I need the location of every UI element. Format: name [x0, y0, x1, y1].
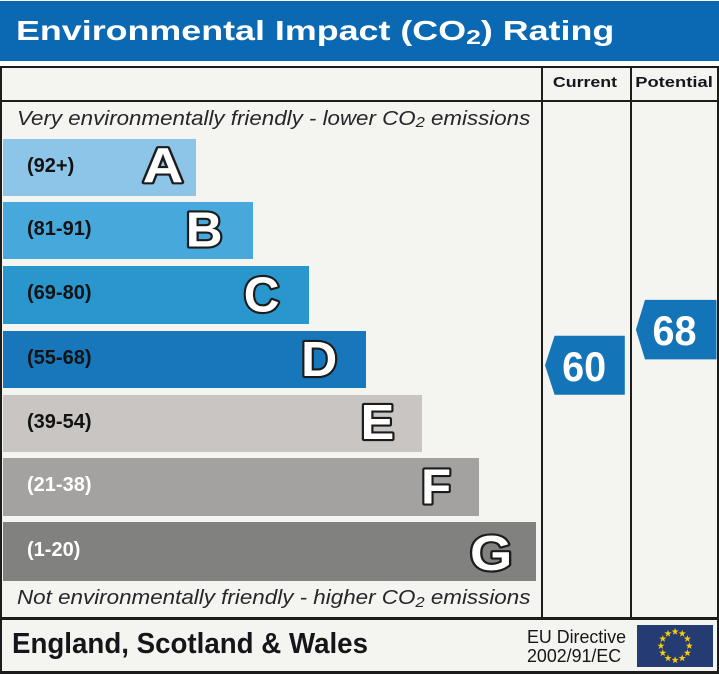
svg-text:60: 60 — [562, 343, 606, 390]
svg-text:G: G — [470, 525, 512, 580]
svg-text:B: B — [186, 202, 223, 257]
svg-text:D: D — [301, 333, 337, 387]
svg-text:68: 68 — [653, 307, 697, 354]
svg-text:C: C — [244, 268, 280, 323]
svg-text:A: A — [143, 139, 184, 194]
svg-text:E: E — [361, 395, 395, 450]
svg-text:F: F — [421, 460, 451, 514]
